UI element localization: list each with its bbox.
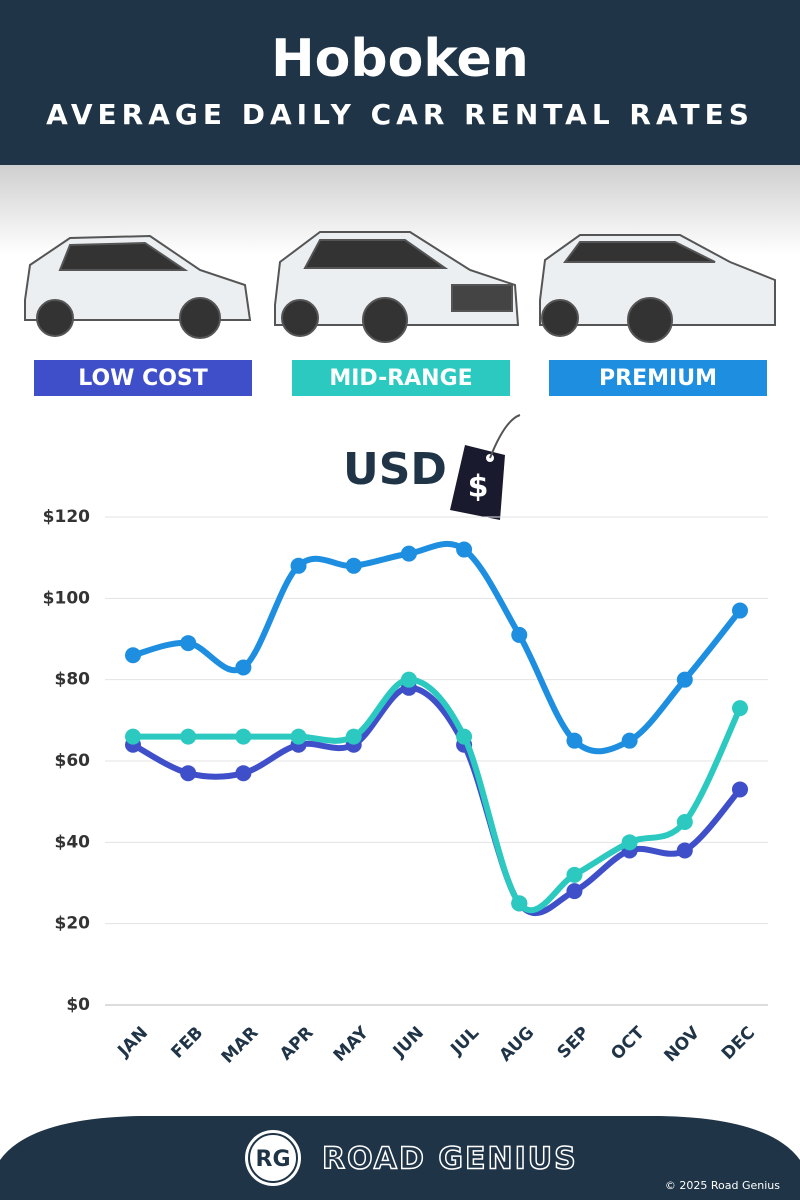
data-point <box>235 659 252 676</box>
car-low-cost <box>24 234 252 339</box>
car-premium <box>539 234 776 343</box>
data-point <box>511 626 528 643</box>
legend-swatch <box>34 360 252 396</box>
legend-label: MID-RANGE <box>329 366 472 391</box>
y-tick-label: $0 <box>66 995 90 1015</box>
data-point <box>400 545 417 562</box>
data-point <box>511 895 528 912</box>
x-tick-label: NOV <box>660 1022 704 1066</box>
footer-band <box>0 1116 800 1200</box>
y-tick-label: $20 <box>55 914 91 934</box>
legend-label: LOW COST <box>78 366 208 391</box>
y-tick-label: $60 <box>55 751 91 771</box>
data-point <box>456 728 473 745</box>
data-point <box>621 732 638 749</box>
logo-text: RG <box>256 1147 291 1172</box>
data-point <box>676 814 693 830</box>
data-point <box>290 728 307 745</box>
x-tick-label: FEB <box>168 1023 208 1063</box>
y-tick-label: $120 <box>43 507 90 527</box>
title: Hoboken <box>271 29 529 89</box>
series-line <box>130 676 743 914</box>
tag-symbol: $ <box>468 470 489 505</box>
plot: $0 $20 $40 $60 $80 $100 $120 JAN FEB MAR APR MAY JUN… <box>43 507 768 1068</box>
data-point <box>180 765 197 782</box>
data-point <box>566 732 583 749</box>
data-point <box>345 728 362 745</box>
legend: LOW COST MID-RANGE PREMIUM <box>34 360 767 396</box>
data-point <box>732 781 748 798</box>
brand: ROAD GENIUS <box>322 1142 578 1177</box>
data-point <box>235 765 252 782</box>
subtitle: AVERAGE DAILY CAR RENTAL RATES <box>46 98 754 131</box>
car-mid-range <box>274 231 520 343</box>
data-point <box>180 635 197 652</box>
x-tick-label: OCT <box>607 1023 649 1065</box>
data-point <box>290 557 307 574</box>
data-point <box>125 728 141 745</box>
data-point <box>676 842 693 859</box>
price-tag: $ <box>450 414 521 520</box>
data-point <box>180 728 197 745</box>
y-tick-label: $80 <box>55 670 91 690</box>
x-tick-label: MAY <box>330 1022 373 1065</box>
data-point <box>566 883 583 900</box>
data-point <box>566 866 583 883</box>
series-line <box>130 540 743 755</box>
header-band <box>0 0 800 165</box>
unit-label: USD <box>343 444 447 495</box>
x-tick-label: SEP <box>554 1023 594 1063</box>
x-tick-label: MAR <box>218 1023 263 1068</box>
x-tick-label: JUL <box>446 1023 483 1060</box>
data-point <box>125 647 141 664</box>
data-point <box>345 557 362 574</box>
x-tick-label: APR <box>276 1023 318 1065</box>
data-point <box>732 700 748 717</box>
legend-swatch <box>549 360 767 396</box>
data-point <box>621 834 638 851</box>
y-tick-label: $40 <box>55 832 91 852</box>
y-tick-label: $100 <box>43 588 90 608</box>
x-tick-label: DEC <box>718 1023 759 1064</box>
legend-label: PREMIUM <box>599 366 717 391</box>
logo-ring <box>248 1133 298 1183</box>
legend-swatch <box>292 360 510 396</box>
copyright: © 2025 Road Genius <box>665 1179 780 1192</box>
data-point <box>456 541 473 558</box>
data-point <box>676 671 693 688</box>
x-tick-label: JUN <box>389 1023 428 1062</box>
logo-circle <box>245 1130 301 1186</box>
x-tick-label: JAN <box>113 1023 152 1062</box>
data-point <box>235 728 252 745</box>
data-point <box>400 671 417 688</box>
data-point <box>732 602 748 619</box>
x-tick-label: AUG <box>496 1023 539 1066</box>
